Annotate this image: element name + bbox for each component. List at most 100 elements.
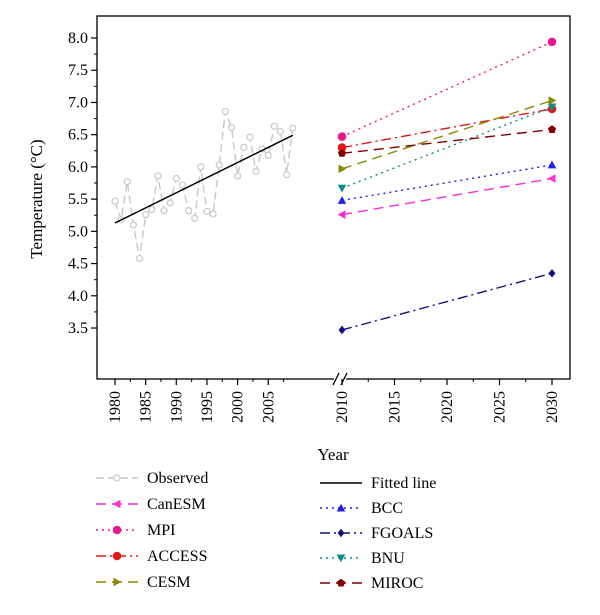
access-line [341,108,553,149]
x-tick-label: 1985 [138,391,155,423]
observed-point [197,163,205,171]
cesm-point [548,96,557,105]
observed-point [203,207,211,215]
x-tick-label: 2025 [492,391,509,423]
observed-point [154,172,162,180]
observed-point [172,174,180,183]
miroc-line [341,128,553,155]
observed-point [209,210,217,218]
observed-point [276,127,285,136]
canesm-line [341,177,553,216]
fgoals-point [338,325,346,335]
observed-point [191,214,199,223]
cesm-point [338,164,347,174]
legend: Observed CanESM MPI ACCESS CESM Fitted line BC… [96,470,436,592]
observed-point [221,107,229,116]
x-tick-label: 2020 [439,391,456,423]
x-tick-label: 2005 [260,391,277,423]
observed-point [283,171,291,179]
y-tick-label: 4.5 [68,256,88,273]
observed-point [166,199,174,207]
legend-marker-mpi [112,525,122,535]
observed-point [246,133,254,141]
legend-item-mpi: MPI [96,522,175,539]
y-tick-label: 5.5 [68,191,88,208]
observed-point [184,207,193,215]
bcc-line [341,164,553,202]
cesm-line [341,99,553,170]
x-tick-label: 1995 [199,391,216,423]
y-tick-label: 3.5 [68,320,88,337]
miroc-point [337,149,347,157]
plot-frame [96,15,571,380]
legend-marker-canesm [112,499,121,509]
legend-label-access: ACCESS [147,548,207,565]
x-tick-label: 1980 [107,391,124,423]
x-tick-label: 2010 [334,391,351,423]
legend-marker-access [112,551,122,561]
y-tick-label: 6.5 [68,127,88,144]
observed-point [240,143,248,152]
mpi-point [547,37,557,47]
x-tick-label: 2015 [387,391,404,423]
legend-label-mpi: MPI [147,522,175,539]
legend-marker-bnu [336,554,346,563]
observed-point [129,221,137,229]
legend-label-bnu: BNU [371,550,405,567]
canesm-point [337,210,346,219]
y-tick-label: 7.5 [68,62,88,79]
x-tick-label: 2000 [230,391,247,423]
observed-point [264,151,272,159]
legend-item-fgoals: FGOALS [320,525,433,542]
legend-label-bcc: BCC [371,500,403,517]
observed-point [289,124,297,132]
chart-marks [111,37,557,335]
observed-point [252,167,260,176]
y-tick-label: 7.0 [68,94,88,111]
miroc-point [547,125,557,133]
access-point [337,143,347,152]
fgoals-line [341,272,553,331]
legend-marker-fgoals [337,528,345,538]
axis-break-mark [332,372,340,386]
legend-item-cesm: CESM [96,574,191,591]
axis-break-gap [334,374,346,384]
y-tick-label: 6.0 [68,159,88,176]
observed-point [148,205,156,214]
mpi-line [341,41,553,138]
x-tick-label: 2030 [544,391,561,423]
legend-item-miroc: MIROC [320,575,423,592]
fitted-line [114,134,294,224]
legend-label-fitted: Fitted line [371,475,436,492]
observed-point [178,181,187,189]
legend-label-cesm: CESM [147,574,191,591]
legend-marker-cesm [113,577,122,587]
y-tick-label: 4.0 [68,288,88,305]
legend-label-canesm: CanESM [147,496,206,513]
legend-item-fitted: Fitted line [320,475,436,492]
observed-point [215,161,223,169]
y-axis-title: Temperature (°C) [27,139,46,258]
observed-point [142,210,150,219]
mpi-point [337,132,347,141]
bcc-point [337,196,347,204]
canesm-point [547,174,556,183]
legend-item-access: ACCESS [96,548,207,565]
bnu-line [341,106,553,189]
bnu-point [337,184,347,193]
observed-point [135,254,144,263]
legend-item-bnu: BNU [320,550,405,567]
legend-item-bcc: BCC [320,500,403,517]
legend-marker-bcc [336,503,346,512]
legend-item-canesm: CanESM [96,496,206,513]
legend-marker-miroc [336,578,346,587]
observed-point [111,197,119,205]
observed-point [227,123,236,132]
legend-label-miroc: MIROC [371,575,423,592]
fgoals-point [548,268,556,278]
observed-line [114,111,294,259]
legend-marker-observed [113,474,121,482]
bnu-point [547,103,557,112]
observed-point [270,122,278,130]
